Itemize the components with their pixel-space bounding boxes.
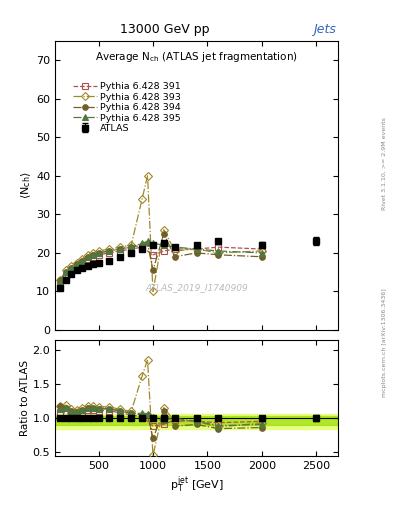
Pythia 6.428 394 <box>194 250 199 256</box>
Pythia 6.428 393 <box>162 227 166 233</box>
Pythia 6.428 391 <box>216 244 220 250</box>
Pythia 6.428 395 <box>107 248 112 254</box>
Text: Average $N_{ch}$ (ATLAS jet fragmentation): Average $N_{ch}$ (ATLAS jet fragmentatio… <box>95 50 298 63</box>
Pythia 6.428 393 <box>151 288 155 294</box>
Pythia 6.428 393 <box>91 250 95 256</box>
Pythia 6.428 391 <box>162 248 166 254</box>
Line: Pythia 6.428 395: Pythia 6.428 395 <box>58 239 264 285</box>
Pythia 6.428 391 <box>74 263 79 269</box>
Pythia 6.428 395 <box>145 238 150 244</box>
Pythia 6.428 393 <box>74 260 79 266</box>
Pythia 6.428 394 <box>216 252 220 258</box>
Pythia 6.428 394 <box>64 269 68 275</box>
Pythia 6.428 393 <box>118 244 123 250</box>
Pythia 6.428 393 <box>85 252 90 258</box>
Pythia 6.428 391 <box>151 252 155 258</box>
Pythia 6.428 391 <box>91 253 95 260</box>
Text: ATLAS_2019_I1740909: ATLAS_2019_I1740909 <box>145 284 248 292</box>
Bar <box>55 416 338 425</box>
Pythia 6.428 394 <box>91 252 95 258</box>
Pythia 6.428 395 <box>194 246 199 252</box>
Legend: Pythia 6.428 391, Pythia 6.428 393, Pythia 6.428 394, Pythia 6.428 395, ATLAS: Pythia 6.428 391, Pythia 6.428 393, Pyth… <box>71 80 183 135</box>
Bar <box>55 414 338 429</box>
Pythia 6.428 394 <box>58 277 63 283</box>
Pythia 6.428 395 <box>80 258 84 264</box>
Pythia 6.428 395 <box>96 250 101 256</box>
Pythia 6.428 391 <box>69 267 74 273</box>
Pythia 6.428 394 <box>85 253 90 260</box>
Pythia 6.428 391 <box>129 246 134 252</box>
Pythia 6.428 393 <box>216 250 220 256</box>
Pythia 6.428 394 <box>259 253 264 260</box>
Pythia 6.428 393 <box>173 248 177 254</box>
Pythia 6.428 391 <box>85 255 90 262</box>
Pythia 6.428 391 <box>259 246 264 252</box>
X-axis label: $p_\mathrm{T}^\mathrm{jet}$ [GeV]: $p_\mathrm{T}^\mathrm{jet}$ [GeV] <box>169 475 224 496</box>
Pythia 6.428 393 <box>64 267 68 273</box>
Pythia 6.428 395 <box>85 253 90 260</box>
Line: Pythia 6.428 394: Pythia 6.428 394 <box>58 231 264 283</box>
Pythia 6.428 393 <box>69 263 74 269</box>
Pythia 6.428 394 <box>74 262 79 268</box>
Pythia 6.428 394 <box>173 253 177 260</box>
Pythia 6.428 395 <box>151 240 155 246</box>
Pythia 6.428 395 <box>162 242 166 248</box>
Text: Jets: Jets <box>313 23 336 36</box>
Text: Rivet 3.1.10, >= 2.9M events: Rivet 3.1.10, >= 2.9M events <box>382 117 387 210</box>
Pythia 6.428 394 <box>96 250 101 256</box>
Pythia 6.428 395 <box>64 269 68 275</box>
Pythia 6.428 394 <box>107 248 112 254</box>
Text: 13000 GeV pp: 13000 GeV pp <box>120 23 210 36</box>
Pythia 6.428 391 <box>118 248 123 254</box>
Pythia 6.428 391 <box>80 260 84 266</box>
Pythia 6.428 394 <box>162 230 166 237</box>
Pythia 6.428 395 <box>173 244 177 250</box>
Pythia 6.428 391 <box>107 250 112 256</box>
Pythia 6.428 393 <box>80 255 84 262</box>
Pythia 6.428 394 <box>145 240 150 246</box>
Pythia 6.428 394 <box>69 265 74 271</box>
Pythia 6.428 395 <box>58 279 63 285</box>
Pythia 6.428 394 <box>80 258 84 264</box>
Pythia 6.428 395 <box>118 246 123 252</box>
Pythia 6.428 391 <box>194 246 199 252</box>
Pythia 6.428 394 <box>140 242 145 248</box>
Pythia 6.428 393 <box>129 242 134 248</box>
Pythia 6.428 394 <box>151 267 155 273</box>
Pythia 6.428 394 <box>129 244 134 250</box>
Pythia 6.428 393 <box>259 248 264 254</box>
Pythia 6.428 395 <box>140 240 145 246</box>
Pythia 6.428 395 <box>69 265 74 271</box>
Pythia 6.428 391 <box>64 273 68 279</box>
Pythia 6.428 391 <box>58 281 63 287</box>
Pythia 6.428 395 <box>74 262 79 268</box>
Pythia 6.428 395 <box>216 248 220 254</box>
Line: Pythia 6.428 393: Pythia 6.428 393 <box>58 173 264 294</box>
Y-axis label: Ratio to ATLAS: Ratio to ATLAS <box>20 360 29 436</box>
Pythia 6.428 393 <box>58 277 63 283</box>
Pythia 6.428 393 <box>96 248 101 254</box>
Pythia 6.428 393 <box>145 173 150 179</box>
Pythia 6.428 393 <box>140 196 145 202</box>
Pythia 6.428 391 <box>96 252 101 258</box>
Pythia 6.428 394 <box>118 246 123 252</box>
Pythia 6.428 393 <box>194 246 199 252</box>
Pythia 6.428 395 <box>129 244 134 250</box>
Pythia 6.428 395 <box>91 252 95 258</box>
Y-axis label: $\langle N_\mathrm{ch} \rangle$: $\langle N_\mathrm{ch} \rangle$ <box>20 172 33 199</box>
Pythia 6.428 391 <box>140 244 145 250</box>
Line: Pythia 6.428 391: Pythia 6.428 391 <box>58 244 264 287</box>
Pythia 6.428 395 <box>259 250 264 256</box>
Pythia 6.428 393 <box>107 246 112 252</box>
Text: mcplots.cern.ch [arXiv:1306.3436]: mcplots.cern.ch [arXiv:1306.3436] <box>382 289 387 397</box>
Pythia 6.428 391 <box>173 246 177 252</box>
